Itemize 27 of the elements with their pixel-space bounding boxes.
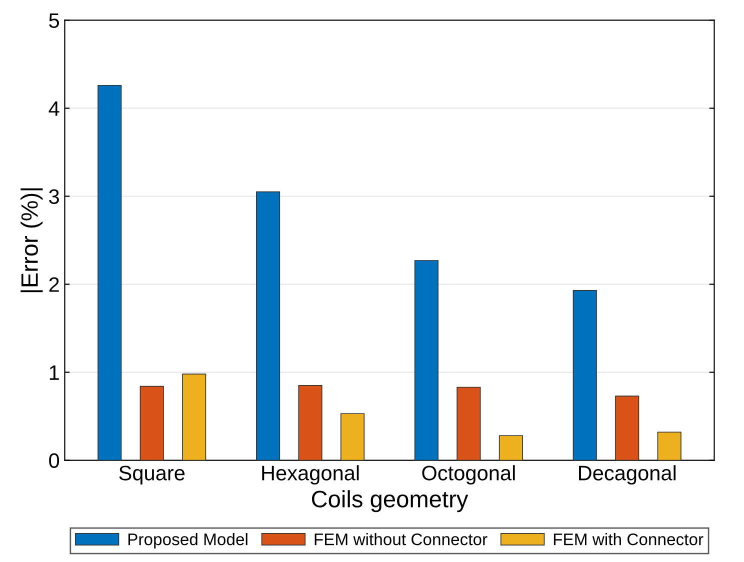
bar bbox=[298, 385, 322, 460]
bar bbox=[340, 413, 365, 460]
y-tick-label: 3 bbox=[49, 189, 59, 204]
x-tick-label: Square bbox=[119, 466, 185, 485]
y-tick-label: 0 bbox=[49, 453, 60, 468]
bar bbox=[256, 191, 280, 460]
y-axis-title: |Error (%)| bbox=[20, 188, 43, 292]
x-tick-label: Octogonal bbox=[422, 465, 515, 485]
legend-label: FEM with Connector bbox=[554, 533, 704, 546]
y-tick-label: 1 bbox=[50, 365, 59, 380]
bar bbox=[657, 432, 682, 460]
bar bbox=[182, 374, 206, 460]
x-tick-label: Hexagonal bbox=[262, 465, 359, 485]
bar bbox=[456, 386, 481, 460]
bar bbox=[615, 396, 640, 460]
y-tick-label: 5 bbox=[49, 13, 59, 28]
bar bbox=[98, 84, 122, 460]
legend-label: FEM without Connector bbox=[314, 533, 488, 546]
x-tick-label: Decagonal bbox=[579, 465, 676, 485]
x-axis-title: Coils geometry bbox=[312, 490, 468, 512]
y-tick-label: 4 bbox=[48, 101, 60, 116]
bar bbox=[572, 290, 597, 460]
bar bbox=[140, 386, 164, 460]
bar bbox=[498, 435, 523, 460]
bar bbox=[414, 260, 438, 460]
y-tick-label: 2 bbox=[49, 277, 59, 292]
legend-label: Proposed Model bbox=[128, 533, 248, 549]
